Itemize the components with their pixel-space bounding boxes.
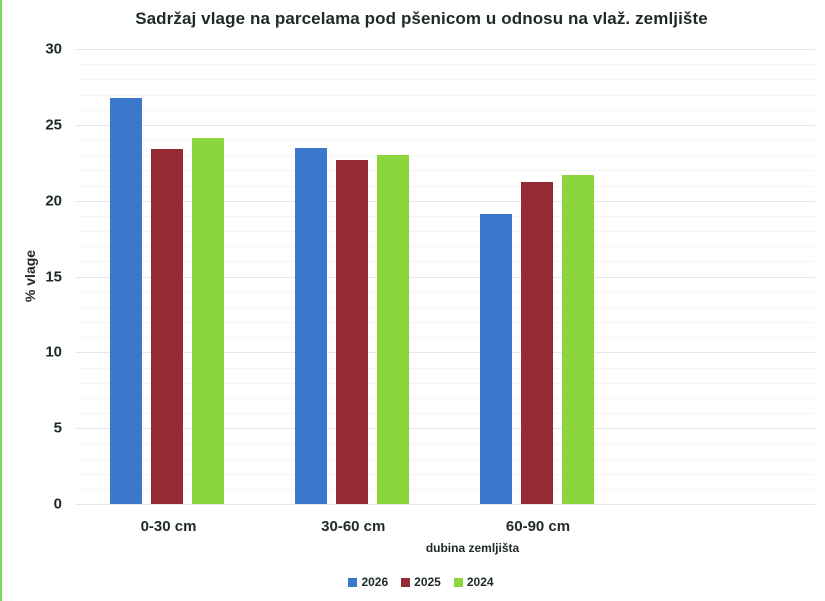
gridline-minor xyxy=(76,443,815,445)
y-tick-label: 20 xyxy=(45,192,62,210)
gridline-minor xyxy=(76,109,815,111)
y-tick-label: 25 xyxy=(45,116,62,134)
gridline-major xyxy=(76,200,815,202)
legend-swatch-icon xyxy=(401,577,411,587)
gridline-major xyxy=(76,49,815,50)
bar-2026-0-30cm xyxy=(110,97,143,504)
plot-area xyxy=(76,49,815,505)
x-tick-label: 60-90 cm xyxy=(505,518,571,535)
y-tick-label: 30 xyxy=(45,40,62,58)
gridline-minor xyxy=(76,231,815,232)
gridline-minor xyxy=(76,382,815,384)
gridline-minor xyxy=(76,215,815,217)
bar-2024-60-90cm xyxy=(561,174,594,504)
gridline-minor xyxy=(76,306,815,308)
y-tick-label: 10 xyxy=(45,343,62,361)
gridline-minor xyxy=(76,488,815,490)
bar-2025-60-90cm xyxy=(520,182,553,504)
gridline-minor xyxy=(76,94,815,96)
gridline-major xyxy=(76,504,815,505)
gridline-minor xyxy=(76,367,815,369)
legend-label: 2025 xyxy=(414,575,441,589)
legend: 2026 2025 2024 xyxy=(0,575,825,589)
bar-2025-30-60cm xyxy=(336,159,369,504)
gridline-minor xyxy=(76,64,815,66)
legend-item-2025: 2025 xyxy=(401,575,441,589)
gridline-minor xyxy=(76,473,815,475)
frame-edge xyxy=(0,0,2,601)
chart-title: Sadržaj vlage na parcelama pod pšenicom … xyxy=(135,9,708,28)
gridline-minor xyxy=(76,140,815,141)
y-tick-label: 15 xyxy=(45,268,62,285)
gridline-minor xyxy=(76,397,815,399)
x-tick-label: 0-30 cm xyxy=(140,518,197,535)
y-tick-label: 5 xyxy=(53,419,62,437)
legend-swatch-icon xyxy=(453,577,463,587)
x-axis-label: dubina zemljišta xyxy=(425,541,520,555)
gridline-minor xyxy=(76,261,815,263)
gridline-minor xyxy=(76,79,815,81)
y-tick-label: 0 xyxy=(53,495,62,513)
legend-item-2024: 2024 xyxy=(453,575,494,589)
gridline-minor xyxy=(76,458,815,460)
bar-2026-60-90cm xyxy=(479,214,512,504)
gridline-minor xyxy=(76,170,815,172)
legend-swatch-icon xyxy=(348,577,358,587)
legend-item-2026: 2026 xyxy=(348,575,388,589)
gridline-minor xyxy=(76,185,815,187)
gridline-major xyxy=(76,124,815,126)
gridline-major xyxy=(76,428,815,430)
gridline-minor xyxy=(76,413,815,414)
gridline-minor xyxy=(76,155,815,157)
bar-2024-30-60cm xyxy=(377,155,410,504)
bar-2026-30-60cm xyxy=(295,147,328,504)
gridline-major xyxy=(76,276,815,278)
x-tick-label: 30-60 cm xyxy=(321,518,386,535)
bar-2024-0-30cm xyxy=(192,138,225,504)
gridline-major xyxy=(76,352,815,354)
legend-label: 2026 xyxy=(361,575,389,589)
gridline-minor xyxy=(76,337,815,339)
gridline-minor xyxy=(76,246,815,248)
gridline-minor xyxy=(76,291,815,293)
legend-label: 2024 xyxy=(466,575,494,589)
bar-2025-0-30cm xyxy=(151,149,184,504)
gridline-minor xyxy=(76,322,815,323)
